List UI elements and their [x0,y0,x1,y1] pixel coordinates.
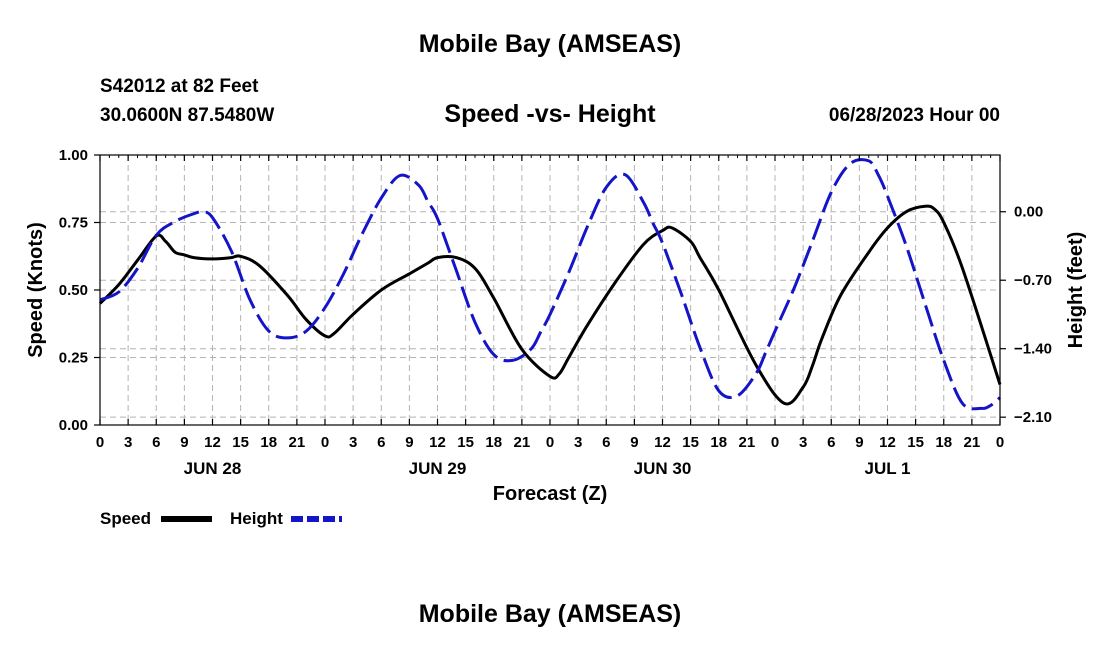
y-tick-label-left: 0.25 [59,350,88,367]
legend-speed-label: Speed [100,509,152,528]
x-tick-label: 6 [602,434,610,451]
y-tick-label-left: 0.75 [59,215,88,232]
x-tick-label: 15 [457,434,474,451]
station-label: S42012 at 82 Feet [100,76,259,97]
x-tick-label: 0 [321,434,329,451]
y-tick-label-left: 1.00 [59,147,88,164]
x-tick-label: 0 [771,434,779,451]
footer-title: Mobile Bay (AMSEAS) [418,600,682,628]
x-tick-label: 21 [289,434,306,451]
date-label: JUN 30 [634,459,692,478]
x-tick-label: 9 [180,434,188,451]
x-tick-label: 21 [739,434,756,451]
x-tick-label: 15 [682,434,699,451]
date-label: JUN 29 [409,459,467,478]
grid [100,155,1000,425]
y-tick-label-right: −0.70 [1014,272,1052,289]
x-tick-label: 12 [879,434,896,451]
axis-labels: 0 3 6 9 12 15 18 21 0 3 6 9 12 15 18 21 0 3 6 9 12 15 18 21 0 3 6 9… [25,147,1087,505]
x-tick-label: 12 [204,434,221,451]
speed-series-line [98,204,1002,406]
x-tick-label: 0 [996,434,1004,451]
x-tick-label: 12 [429,434,446,451]
x-tick-label: 18 [710,434,727,451]
x-tick-label: 3 [574,434,582,451]
x-tick-label: 18 [260,434,277,451]
x-tick-label: 15 [907,434,924,451]
x-tick-label: 0 [96,434,104,451]
x-tick-label: 0 [546,434,554,451]
page-title: Mobile Bay (AMSEAS) [418,30,682,58]
x-tick-label: 9 [405,434,413,451]
y-tick-label-right: −1.40 [1014,341,1052,358]
x-axis-title: Forecast (Z) [493,483,607,505]
x-tick-label: 6 [827,434,835,451]
date-label: JUL 1 [865,459,911,478]
axis-ticks [94,154,1006,426]
y-tick-label-left: 0.50 [59,282,88,299]
run-time: 06/28/2023 Hour 00 [828,105,1000,126]
x-tick-label: 21 [964,434,981,451]
x-tick-label: 6 [152,434,160,451]
x-tick-label: 3 [124,434,132,451]
plot-title: Speed -vs- Height [444,100,656,128]
x-tick-label: 3 [349,434,357,451]
y-axis-title-right: Height (feet) [1065,232,1087,349]
station-coordinates: 30.0600N 87.5480W [100,105,275,126]
x-tick-label: 9 [630,434,638,451]
x-tick-label: 21 [514,434,531,451]
x-tick-label: 12 [654,434,671,451]
legend-height-label: Height [230,509,283,528]
y-tick-label-right: 0.00 [1014,204,1043,221]
x-tick-label: 18 [485,434,502,451]
height-series-line [99,158,1001,411]
y-tick-label-right: −2.10 [1014,409,1052,426]
series-lines [98,158,1002,411]
x-tick-label: 15 [232,434,249,451]
y-tick-label-left: 0.00 [59,417,88,434]
x-tick-label: 3 [799,434,807,451]
x-tick-label: 18 [935,434,952,451]
x-tick-label: 9 [855,434,863,451]
date-label: JUN 28 [184,459,242,478]
y-axis-title-left: Speed (Knots) [25,222,47,358]
x-tick-label: 6 [377,434,385,451]
